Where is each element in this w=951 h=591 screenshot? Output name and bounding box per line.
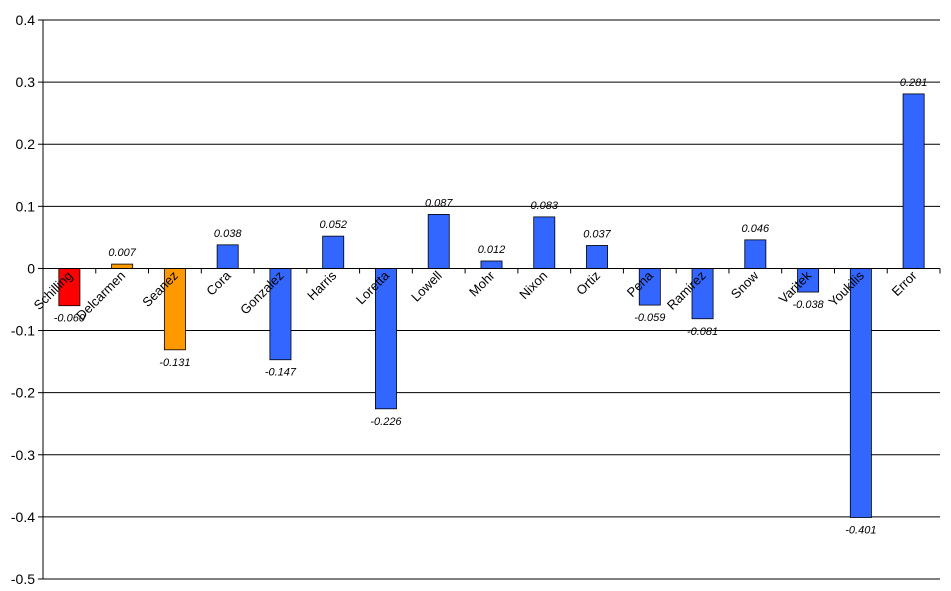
data-label: 0.281 <box>900 77 928 89</box>
data-label: -0.060 <box>54 313 86 325</box>
category-label: Snow <box>728 268 762 302</box>
y-tick-label: -0.1 <box>11 323 35 339</box>
bar-snow <box>744 239 767 269</box>
labels: 0.4 0.3 0.2 0.1 0 -0.1 -0.2 -0.3 -0.4 -0.5 -0.060 S… <box>11 12 928 587</box>
data-label: 0.046 <box>742 223 770 235</box>
category-label: Delcarmen <box>73 268 128 323</box>
category-label: Cora <box>203 267 234 298</box>
data-label: 0.012 <box>478 244 506 256</box>
data-label: -0.147 <box>265 367 297 379</box>
bar-delcarmen <box>111 263 134 269</box>
category-label: Lowell <box>408 268 445 305</box>
data-label: -0.059 <box>634 312 665 324</box>
y-tick-label: -0.3 <box>11 447 35 463</box>
data-label: 0.007 <box>108 247 136 259</box>
bar-error <box>902 93 925 269</box>
bar-lowell <box>427 214 450 269</box>
y-tick-label: -0.2 <box>11 385 35 401</box>
data-label: 0.038 <box>214 228 242 240</box>
category-label: Nixon <box>516 268 550 302</box>
gridlines <box>43 19 940 580</box>
category-label: Mohr <box>466 267 498 299</box>
y-tick-label: 0.2 <box>16 136 36 152</box>
bar-nixon <box>533 216 556 269</box>
data-label: 0.037 <box>583 228 611 240</box>
y-tick-label: 0.3 <box>16 74 36 90</box>
y-tick-label: 0.4 <box>16 12 36 28</box>
data-label: 0.083 <box>530 200 558 212</box>
y-tick-label: 0 <box>27 260 35 276</box>
bar-harris <box>322 235 345 269</box>
data-label: -0.131 <box>159 357 190 369</box>
y-tick-label: 0.1 <box>16 198 36 214</box>
category-label: Ortiz <box>573 268 603 298</box>
axes <box>38 19 941 580</box>
bar-cora <box>216 244 239 269</box>
data-label: -0.226 <box>370 416 402 428</box>
data-label: -0.081 <box>687 326 718 338</box>
data-label: -0.038 <box>792 299 824 311</box>
category-label: Harris <box>304 268 339 303</box>
bar-ortiz <box>586 245 608 269</box>
data-label: 0.052 <box>319 219 347 231</box>
bars <box>58 93 925 518</box>
bar-mohr <box>480 260 503 269</box>
bar-youkilis <box>849 268 872 518</box>
category-label: Error <box>889 267 921 299</box>
data-label: 0.087 <box>425 197 453 209</box>
y-tick-label: -0.5 <box>11 571 35 587</box>
data-label: -0.401 <box>845 525 876 537</box>
y-tick-label: -0.4 <box>11 509 35 525</box>
